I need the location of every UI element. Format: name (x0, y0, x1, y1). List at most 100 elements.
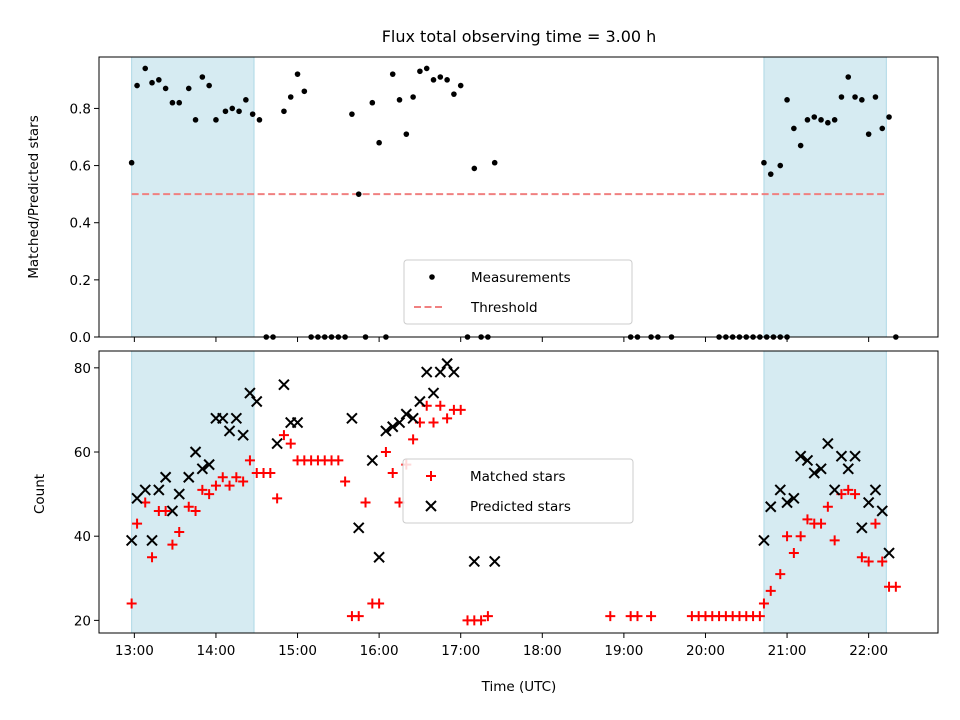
predicted-star-point (842, 463, 854, 475)
bottom-shaded-band-2 (763, 350, 887, 634)
bottom-y-tick-label: 80 (74, 361, 91, 377)
x-tick-label: 20:00 (686, 643, 725, 659)
bottom-y-tick-label: 60 (74, 445, 91, 461)
measurement-point (369, 99, 376, 106)
predicted-star-point (196, 463, 209, 475)
predicted-star-point (765, 501, 777, 513)
x-tick-label: 14:00 (196, 643, 235, 659)
measurement-point (777, 162, 784, 169)
measurement-point (396, 97, 403, 103)
measurement-point (423, 65, 430, 72)
measurement-point (457, 82, 464, 89)
matched-star-point (442, 413, 453, 424)
measurement-point (301, 88, 308, 95)
measurement-point (249, 111, 256, 117)
measurement-point (176, 99, 183, 106)
matched-star-point (333, 455, 344, 466)
matched-star-point (802, 514, 813, 525)
predicted-star-point (822, 437, 834, 450)
bottom-panel: 20 40 60 80 13:00 14:00 15:00 16:00 17:00 18:00 19… (74, 350, 939, 659)
predicted-star-point (794, 450, 807, 462)
predicted-star-point (380, 425, 392, 437)
matched-star-point (782, 531, 793, 542)
predicted-star-point (434, 366, 447, 378)
matched-star-point (632, 611, 643, 622)
measurement-point (213, 117, 219, 123)
measurement-point (797, 142, 804, 149)
matched-star-point (408, 434, 419, 445)
measurement-point (838, 94, 845, 100)
predicted-star-point (153, 484, 165, 496)
measurement-point (389, 71, 396, 77)
measurement-point (134, 82, 140, 89)
predicted-star-point (387, 421, 399, 433)
matched-star-point (775, 569, 786, 580)
measurement-point (437, 74, 444, 80)
top-series-measurements (128, 65, 899, 340)
predicted-star-point (400, 408, 413, 420)
top-chart-title: Flux total observing time = 3.00 h (382, 27, 657, 46)
measurement-point (222, 108, 229, 115)
matched-star-point (272, 493, 283, 504)
top-shaded-band-1 (131, 56, 255, 338)
bottom-y-tick-label: 20 (74, 613, 91, 629)
matched-star-point (850, 489, 861, 500)
legend-marker (426, 471, 436, 481)
measurement-point (156, 77, 162, 83)
matched-star-point (758, 598, 769, 609)
measurement-point (410, 94, 416, 100)
matched-star-point (285, 438, 296, 449)
measurement-point (804, 117, 811, 123)
measurement-point (417, 68, 423, 75)
measurement-point (451, 91, 457, 97)
legend-marker (429, 274, 435, 280)
matched-star-point (132, 518, 143, 529)
bottom-series-predicted-stars (125, 357, 895, 568)
measurement-point (287, 94, 294, 100)
predicted-star-point (862, 496, 875, 509)
matched-star-point (455, 404, 466, 415)
predicted-star-point (427, 387, 440, 399)
legend-box (403, 259, 633, 325)
measurement-point (128, 159, 135, 166)
matched-star-point (870, 518, 881, 529)
measurement-point (294, 71, 301, 77)
predicted-star-point (788, 492, 800, 505)
predicted-star-point (244, 387, 256, 399)
matched-star-point (890, 581, 901, 592)
measurement-point (403, 131, 410, 137)
predicted-star-point (251, 395, 263, 408)
predicted-star-point (223, 425, 236, 437)
measurement-point (825, 119, 831, 126)
matched-star-point (197, 484, 208, 495)
predicted-star-point (441, 357, 453, 370)
matched-star-point (224, 480, 235, 491)
matched-star-point (265, 468, 276, 479)
predicted-star-point (166, 505, 179, 517)
predicted-star-point (801, 454, 814, 467)
measurement-point (872, 94, 879, 100)
matched-star-point (765, 585, 776, 596)
matched-star-point (646, 611, 657, 622)
matched-star-point (877, 556, 888, 567)
top-y-tick-label: 0.6 (70, 159, 91, 175)
measurement-point (818, 117, 824, 123)
measurement-point (149, 79, 155, 86)
measurement-point (811, 114, 818, 120)
matched-star-point (428, 417, 439, 428)
legend-marker (425, 500, 437, 512)
matched-star-point (190, 505, 201, 516)
predicted-star-point (808, 467, 820, 479)
matched-star-point (754, 611, 765, 622)
predicted-star-point (230, 412, 243, 425)
measurement-point (879, 125, 886, 132)
predicted-star-point (815, 463, 827, 475)
predicted-star-point (835, 450, 848, 462)
measurement-point (491, 159, 498, 166)
x-tick-label: 19:00 (604, 643, 643, 659)
measurement-point (444, 77, 450, 83)
x-tick-label: 13:00 (115, 643, 154, 659)
measurement-point (471, 165, 478, 172)
predicted-star-point (883, 547, 895, 559)
